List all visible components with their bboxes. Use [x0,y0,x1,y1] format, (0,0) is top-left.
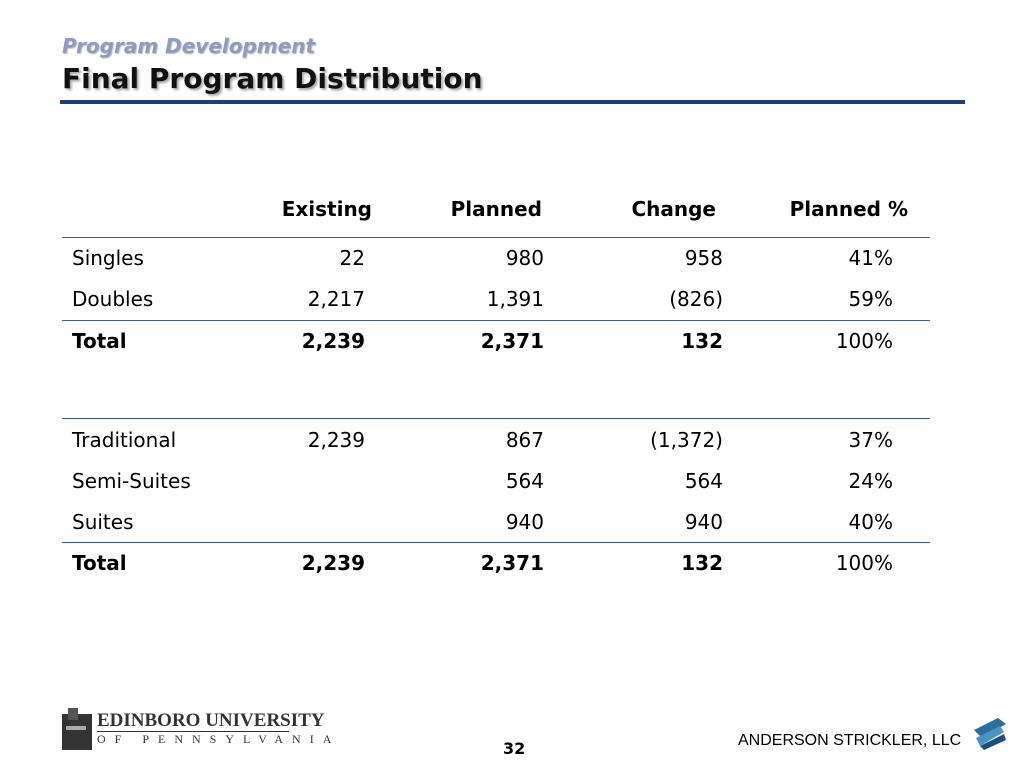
logo-name: EDINBORO UNIVERSITY [97,710,325,731]
cell: 958 [684,246,723,270]
table-rule [62,237,930,238]
cell: 2,239 [301,329,365,353]
cell: 59% [848,287,893,311]
cell: 2,239 [301,551,365,575]
logo-sub: OF PENNSYLVANIA [97,731,341,746]
column-header: Change [631,197,716,221]
title: Final Program Distribution [62,62,483,95]
table-rule [62,418,930,419]
row-label: Singles [72,246,144,270]
cell: 2,371 [480,551,544,575]
cell: 2,371 [480,329,544,353]
table-rule [62,542,930,543]
title-rule [60,100,965,104]
cell: 2,217 [307,287,365,311]
cell: 41% [848,246,893,270]
cell: 100% [835,329,893,353]
cell: 24% [848,469,893,493]
university-emblem [62,708,92,750]
cell: 22 [339,246,365,270]
table-rule [62,320,930,321]
cell: 2,239 [307,428,365,452]
cell: 132 [681,551,723,575]
firm-logo [974,718,1006,750]
row-label: Semi-Suites [72,469,191,493]
cell: 980 [505,246,544,270]
cell: 564 [684,469,723,493]
page-number: 32 [503,739,526,758]
column-header: Planned % [789,197,908,221]
row-label: Total [72,329,127,353]
cell: 940 [505,510,544,534]
cell: 100% [835,551,893,575]
firm-name: ANDERSON STRICKLER, LLC [738,732,962,749]
cell: 940 [684,510,723,534]
cell: 867 [505,428,544,452]
row-label: Total [72,551,127,575]
cell: 1,391 [486,287,544,311]
column-header: Existing [281,197,372,221]
row-label: Traditional [72,428,177,452]
cell: 37% [848,428,893,452]
cell: 564 [505,469,544,493]
row-label: Doubles [72,287,154,311]
cell: (1,372) [650,428,723,452]
subtitle: Program Development [62,34,316,58]
column-header: Planned [450,197,542,221]
cell: (826) [669,287,723,311]
cell: 132 [681,329,723,353]
row-label: Suites [72,510,134,534]
cell: 40% [848,510,893,534]
